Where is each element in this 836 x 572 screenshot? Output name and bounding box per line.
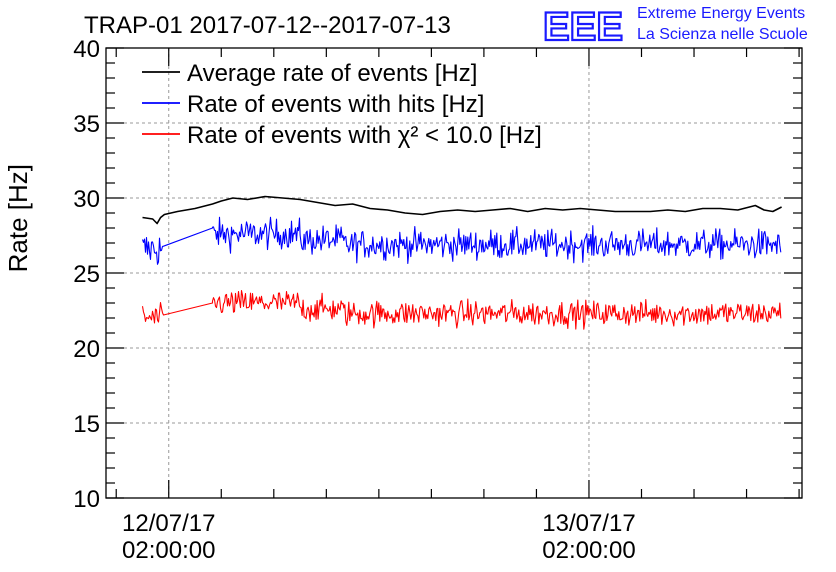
series-line-1 bbox=[141, 216, 782, 265]
y-tick-label: 40 bbox=[73, 36, 100, 63]
legend-label-2: Rate of events with χ² < 10.0 [Hz] bbox=[187, 122, 542, 149]
axes: 1015202530354012/07/1702:00:0013/07/1702… bbox=[73, 36, 802, 564]
logo-mark: EEE bbox=[543, 5, 623, 49]
y-tick-label: 25 bbox=[73, 261, 100, 288]
legend-label-1: Rate of events with hits [Hz] bbox=[187, 91, 484, 118]
series-line-0 bbox=[142, 195, 782, 225]
grid-lines bbox=[106, 48, 802, 498]
y-tick-label: 15 bbox=[73, 411, 100, 438]
y-tick-label: 30 bbox=[73, 186, 100, 213]
y-tick-label: 10 bbox=[73, 486, 100, 513]
logo-line2: La Scienza nelle Scuole bbox=[637, 26, 808, 43]
y-tick-label: 20 bbox=[73, 336, 100, 363]
logo-line1: Extreme Energy Events bbox=[637, 5, 805, 22]
series-line-2 bbox=[141, 290, 782, 330]
x-tick-time-label: 02:00:00 bbox=[542, 537, 635, 564]
legend: Average rate of events [Hz] Rate of event… bbox=[142, 60, 542, 149]
x-tick-date-label: 13/07/17 bbox=[542, 510, 635, 537]
y-tick-label: 35 bbox=[73, 111, 100, 138]
x-tick-time-label: 02:00:00 bbox=[122, 537, 215, 564]
chart-title: TRAP-01 2017-07-12--2017-07-13 bbox=[84, 12, 451, 39]
series-lines bbox=[141, 195, 782, 330]
legend-label-0: Average rate of events [Hz] bbox=[187, 60, 477, 87]
y-axis-label: Rate [Hz] bbox=[3, 164, 33, 272]
eee-logo: EEE Extreme Energy Events La Scienza nel… bbox=[542, 4, 808, 50]
x-tick-date-label: 12/07/17 bbox=[122, 510, 215, 537]
